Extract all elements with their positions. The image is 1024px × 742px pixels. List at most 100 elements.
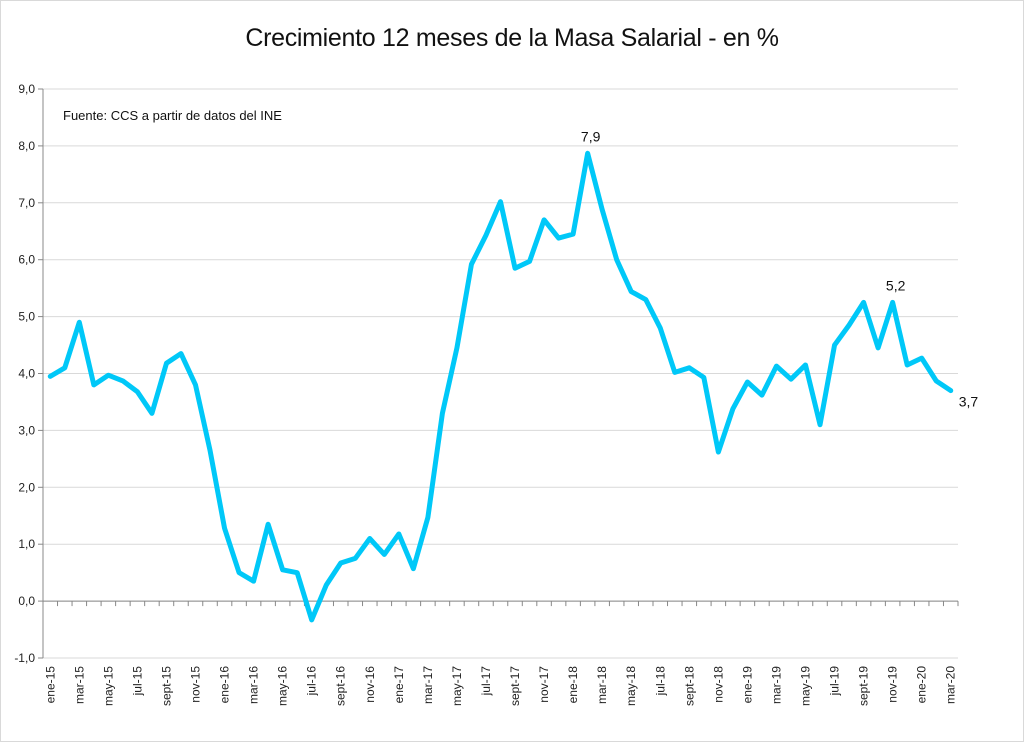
x-tick-label: may-18 — [624, 666, 638, 706]
data-point — [542, 218, 546, 222]
data-point — [586, 152, 589, 155]
data-point — [717, 450, 720, 454]
data-point — [688, 366, 691, 370]
x-tick-label: ene-19 — [740, 666, 754, 704]
y-tick-label: 6,0 — [18, 253, 35, 267]
x-tick-label: nov-16 — [363, 666, 377, 703]
x-tick-label: mar-20 — [944, 666, 958, 704]
x-tick-label: mar-17 — [421, 666, 435, 704]
data-point — [63, 366, 66, 370]
data-point — [499, 200, 502, 203]
x-tick-label: may-16 — [276, 666, 290, 706]
y-tick-label: 1,0 — [18, 537, 35, 551]
data-point — [281, 568, 284, 572]
source-note: Fuente: CCS a partir de datos del INE — [63, 108, 282, 123]
data-point — [136, 390, 139, 393]
data-point — [295, 571, 299, 574]
data-point — [92, 383, 96, 387]
data-point — [78, 321, 81, 324]
y-tick-label: 5,0 — [18, 310, 35, 324]
data-point — [673, 371, 676, 374]
data-point — [252, 579, 255, 583]
data-point — [615, 258, 618, 261]
data-point — [354, 557, 357, 560]
y-tick-label: 8,0 — [18, 139, 35, 153]
data-label: 3,7 — [959, 394, 979, 410]
x-tick-label: ene-15 — [43, 666, 57, 704]
data-point — [847, 323, 851, 327]
y-tick-label: 9,0 — [18, 82, 35, 96]
x-tick-label: ene-20 — [915, 666, 929, 704]
data-point — [368, 537, 371, 540]
x-tick-label: jul-17 — [479, 666, 493, 697]
data-point — [165, 362, 168, 365]
data-point — [731, 407, 735, 410]
data-point — [630, 290, 633, 293]
data-point — [949, 389, 952, 392]
data-point — [818, 423, 822, 426]
data-point — [208, 449, 212, 452]
x-tick-label: nov-18 — [711, 666, 725, 703]
data-point — [557, 236, 560, 240]
x-tick-label: mar-19 — [769, 666, 783, 704]
x-tick-label: may-15 — [101, 666, 115, 706]
data-point — [237, 571, 241, 574]
data-point — [876, 346, 880, 350]
data-point — [891, 301, 894, 304]
y-tick-label: 3,0 — [18, 423, 35, 437]
data-point — [339, 561, 342, 565]
data-point — [528, 260, 531, 263]
data-point — [412, 567, 415, 570]
x-tick-label: ene-18 — [566, 666, 580, 704]
y-tick-label: -1,0 — [14, 651, 35, 665]
data-point — [833, 343, 836, 347]
x-tick-label: sept-16 — [334, 666, 348, 706]
data-point — [775, 364, 778, 368]
data-point — [310, 618, 313, 622]
x-tick-label: jul-15 — [130, 666, 144, 697]
data-point — [760, 393, 764, 397]
data-point — [470, 263, 473, 266]
data-point — [107, 374, 110, 377]
data-point — [905, 363, 909, 367]
x-tick-label: ene-17 — [392, 666, 406, 704]
data-point — [455, 346, 459, 350]
data-label: 5,2 — [886, 277, 906, 293]
y-tick-label: 2,0 — [18, 480, 35, 494]
data-point — [935, 379, 938, 383]
data-point — [150, 412, 154, 415]
x-tick-label: sept-19 — [857, 666, 871, 706]
data-point — [179, 352, 183, 355]
chart-title: Crecimiento 12 meses de la Masa Salarial… — [245, 24, 779, 52]
y-tick-label: 0,0 — [18, 594, 35, 608]
x-tick-label: nov-17 — [537, 666, 551, 703]
data-label: 7,9 — [581, 128, 601, 144]
data-point — [804, 363, 807, 367]
data-point — [383, 553, 386, 556]
y-tick-label: 7,0 — [18, 196, 35, 210]
x-tick-label: ene-16 — [218, 666, 232, 704]
x-tick-label: mar-18 — [595, 666, 609, 704]
x-tick-label: nov-15 — [189, 666, 203, 703]
x-tick-label: may-17 — [450, 666, 464, 706]
x-tick-label: mar-15 — [72, 666, 86, 704]
y-tick-label: 4,0 — [18, 367, 35, 381]
data-point — [49, 375, 52, 378]
data-point — [920, 356, 923, 360]
x-tick-label: jul-19 — [828, 666, 842, 697]
x-tick-label: sept-18 — [682, 666, 696, 706]
data-point — [862, 301, 865, 304]
data-point — [223, 527, 226, 530]
data-point — [571, 232, 575, 236]
x-tick-label: may-19 — [799, 666, 813, 706]
data-point — [194, 383, 197, 387]
x-tick-label: sept-15 — [159, 666, 173, 706]
x-tick-label: mar-16 — [247, 666, 261, 704]
data-point — [644, 298, 647, 301]
data-point — [746, 380, 749, 384]
series-line — [47, 150, 954, 623]
x-tick-label: nov-19 — [886, 666, 900, 703]
data-point — [121, 379, 125, 383]
data-point — [600, 208, 604, 211]
